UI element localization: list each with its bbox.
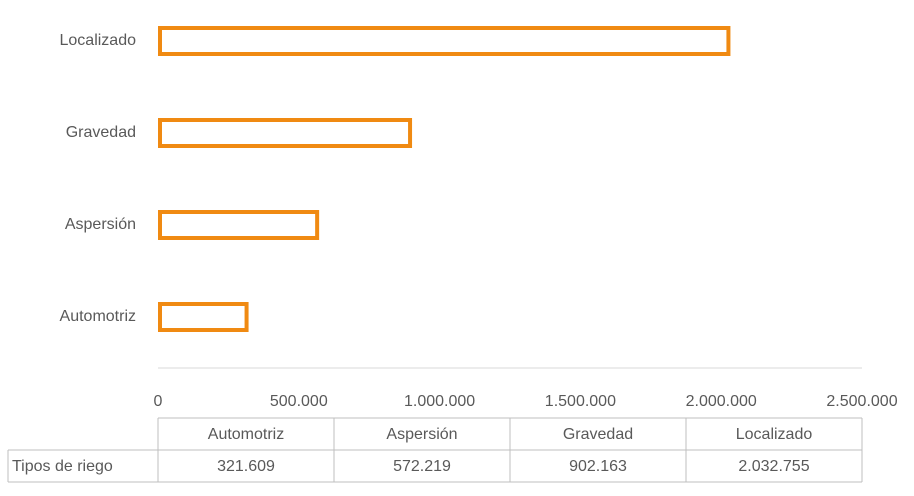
bar — [158, 210, 320, 240]
bar — [158, 118, 413, 148]
table-header: Automotriz — [208, 426, 284, 443]
x-tick-label: 1.000.000 — [404, 393, 475, 410]
table-header: Localizado — [736, 426, 813, 443]
table-header: Gravedad — [563, 426, 633, 443]
x-tick-label: 500.000 — [270, 393, 328, 410]
x-tick-label: 2.000.000 — [686, 393, 757, 410]
table-value: 572.219 — [393, 458, 451, 475]
y-tick-label: Aspersión — [65, 216, 136, 233]
bar — [158, 26, 731, 56]
bar — [158, 302, 249, 332]
table-header: Aspersión — [386, 426, 457, 443]
y-tick-label: Localizado — [60, 32, 137, 49]
y-tick-label: Gravedad — [66, 124, 136, 141]
table-value: 321.609 — [217, 458, 275, 475]
x-tick-label: 2.500.000 — [826, 393, 897, 410]
y-tick-label: Automotriz — [60, 308, 136, 325]
table-row-label: Tipos de riego — [12, 458, 113, 475]
table-value: 2.032.755 — [738, 458, 809, 475]
table-value: 902.163 — [569, 458, 627, 475]
x-tick-label: 1.500.000 — [545, 393, 616, 410]
x-tick-label: 0 — [154, 393, 163, 410]
